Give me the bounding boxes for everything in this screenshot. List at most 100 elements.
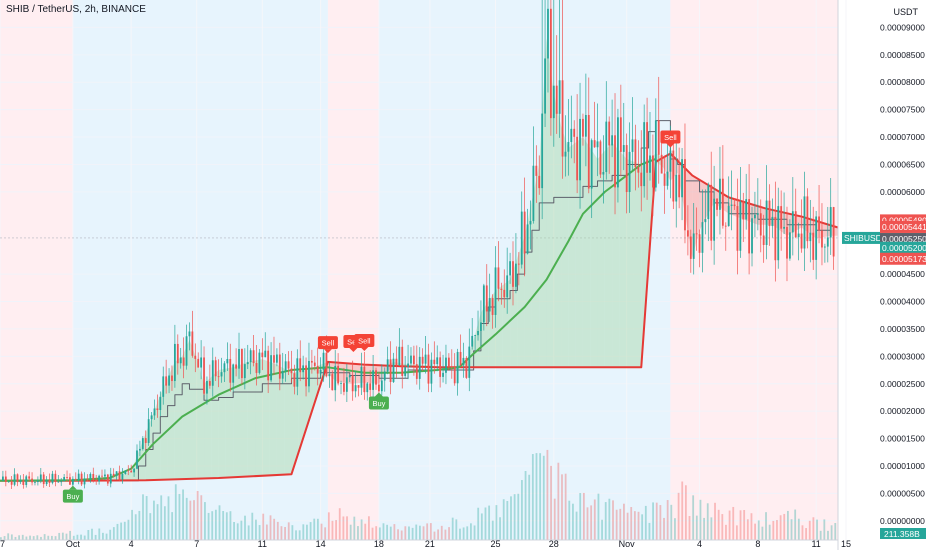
volume-bar (280, 526, 283, 540)
candle-body (742, 201, 745, 220)
volume-bar (797, 518, 800, 540)
volume-bar (819, 530, 822, 540)
ma-fill-segment (284, 368, 292, 475)
ma-fill-segment (604, 142, 613, 368)
candle-body (756, 213, 759, 215)
candle-body (13, 474, 16, 485)
candle-body (587, 114, 590, 189)
volume-bar (601, 519, 603, 540)
candle-body (657, 120, 660, 155)
candle-body (308, 360, 310, 387)
volume-bar (746, 519, 749, 540)
candle-body (130, 470, 133, 473)
price-tag-3: 0.00005200 (880, 241, 927, 254)
x-tick-label: 18 (374, 539, 384, 549)
candle-body (412, 355, 415, 365)
candle-body (7, 481, 10, 483)
candle-body (369, 383, 372, 390)
volume-bar (218, 505, 221, 540)
ma-fill-segment (517, 235, 525, 368)
volume-bar (178, 493, 181, 540)
candle-body (471, 335, 474, 347)
candle-body (246, 362, 249, 365)
volume-bar (542, 455, 545, 540)
candle-body (748, 199, 750, 254)
volume-bar (145, 496, 148, 540)
candle-body (564, 151, 567, 157)
candle-body (823, 246, 826, 248)
candle-body (69, 477, 71, 485)
candle-body (194, 355, 197, 359)
volume-bar (419, 525, 421, 540)
x-tick-label: Oct (66, 539, 81, 549)
candle-body (98, 475, 101, 482)
price-tag-box (880, 252, 926, 265)
volume-bar (539, 453, 542, 540)
ma-fill-segment (240, 361, 248, 477)
volume-bar (338, 508, 341, 540)
volume-bar (367, 516, 370, 540)
ma-fill-segment (663, 153, 671, 181)
volume-bar (739, 510, 742, 540)
volume-bar (40, 536, 42, 540)
candle-body (579, 118, 581, 181)
volume-bar (561, 474, 563, 540)
volume-bar (262, 513, 265, 540)
volume-bar (593, 499, 596, 540)
volume-bar (43, 534, 46, 540)
candle-body (375, 370, 377, 385)
ma-fill-segment (153, 394, 161, 481)
candle-body (710, 184, 713, 241)
candle-body (512, 261, 514, 287)
candle-body (433, 359, 436, 365)
candle-body (415, 364, 418, 379)
candle-body (410, 355, 412, 364)
candle-body (316, 365, 319, 374)
volume-bar (182, 489, 184, 540)
candle-body (319, 369, 322, 374)
ma-fill-segment (378, 365, 387, 384)
ma-fill-segment (619, 150, 627, 368)
volume-bar (353, 516, 356, 540)
candle-body (305, 365, 307, 387)
volume-bar (521, 480, 523, 540)
ma-fill-segment (524, 200, 532, 368)
candle-body (71, 478, 74, 485)
candle-body (310, 360, 313, 363)
volume-bar (765, 512, 767, 540)
candle-body (229, 358, 232, 383)
candle-body (515, 263, 517, 287)
candle-body (628, 151, 631, 193)
volume-bar (51, 535, 53, 540)
candle-body (561, 80, 564, 157)
signal-buy-0: Buy (62, 485, 83, 503)
volume-bar (258, 525, 261, 540)
ma-fill-segment (590, 148, 598, 368)
candle-body (686, 230, 689, 237)
candle-body (51, 473, 54, 483)
candle-body (480, 322, 482, 331)
volume-bar (360, 519, 363, 540)
volume-bar (557, 462, 560, 540)
volume-bar (134, 514, 137, 540)
volume-bar (528, 474, 531, 540)
candle-body (812, 232, 815, 260)
candle-body (791, 211, 794, 233)
signal-pointer (68, 485, 77, 490)
x-tick-label: 8 (755, 539, 760, 549)
volume-bar (174, 484, 177, 540)
volume-bar (112, 527, 115, 540)
x-tick-label: 4 (129, 539, 134, 549)
volume-bar (378, 527, 381, 540)
candle-body (185, 336, 188, 366)
volume-bar (637, 511, 640, 540)
volume-bar (706, 503, 709, 540)
candle-body (232, 364, 235, 383)
candle-body (614, 135, 616, 188)
candle-body (28, 476, 31, 479)
candle-body (829, 207, 832, 238)
volume-tag-label: 211.358B (884, 529, 920, 539)
signal-label: Sell (347, 338, 360, 347)
volume-bar (204, 502, 206, 540)
